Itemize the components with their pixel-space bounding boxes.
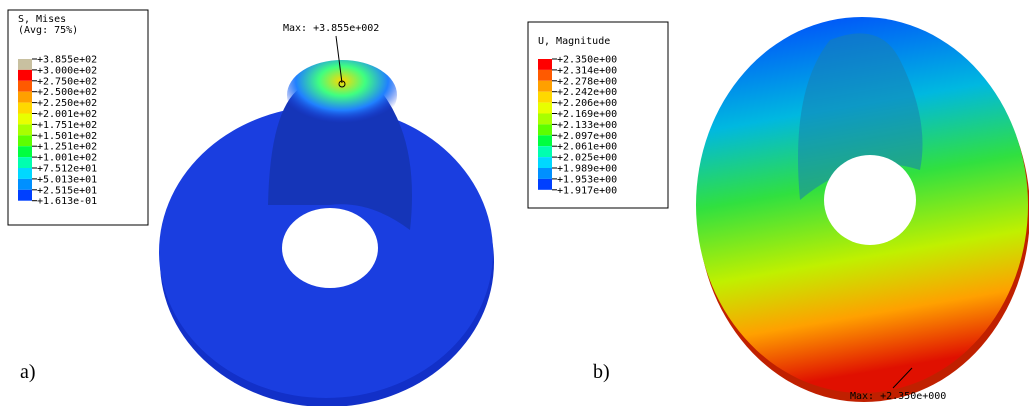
legend-swatch (538, 146, 552, 158)
legend-title: S, Mises (18, 14, 66, 25)
legend-label: +2.750e+02 (37, 76, 97, 87)
legend-swatch (18, 113, 32, 125)
legend-swatch (18, 178, 32, 190)
legend-label: +2.169e+00 (557, 109, 617, 120)
legend-swatch (18, 146, 32, 158)
legend-title: (Avg: 75%) (18, 25, 78, 36)
legend-label: +2.001e+02 (37, 109, 97, 120)
legend-label: +3.855e+02 (37, 55, 97, 66)
legend-swatch (18, 69, 32, 81)
legend-label: +2.242e+00 (557, 87, 617, 98)
legend-label: +2.206e+00 (557, 98, 617, 109)
legend-swatch (538, 157, 552, 168)
stress-model (159, 35, 494, 406)
panel-label: a) (20, 361, 36, 383)
legend-swatch (18, 102, 32, 114)
legend-swatch (538, 124, 552, 136)
legend-label: +2.278e+00 (557, 76, 617, 87)
legend-label: +2.025e+00 (557, 153, 617, 164)
legend-swatch (538, 59, 552, 70)
legend-label: +1.953e+00 (557, 174, 617, 185)
legend-label: +1.501e+02 (37, 131, 97, 142)
legend-swatch (538, 113, 552, 125)
legend-label: +2.133e+00 (557, 120, 617, 131)
legend-swatch (18, 189, 32, 201)
legend-swatch (538, 69, 552, 81)
legend-label: +7.512e+01 (37, 164, 97, 175)
legend-label: +1.613e-01 (37, 196, 97, 207)
legend-swatch (18, 135, 32, 147)
legend-label: +1.251e+02 (37, 142, 97, 153)
legend-swatch (18, 124, 32, 136)
legend-swatch (538, 80, 552, 92)
legend-swatch (18, 157, 32, 168)
displacement-model (696, 17, 1029, 402)
legend-swatch (538, 135, 552, 147)
legend-swatch (538, 178, 552, 190)
legend-label: +5.013e+01 (37, 174, 97, 185)
legend-label: +2.097e+00 (557, 131, 617, 142)
legend-swatch (18, 80, 32, 92)
legend-label: +2.515e+01 (37, 185, 97, 196)
legend-label: +2.350e+00 (557, 55, 617, 66)
legend-swatch (18, 91, 32, 103)
legend-label: +1.917e+00 (557, 185, 617, 196)
panel-label: b) (593, 361, 610, 383)
legend-swatch (18, 168, 32, 179)
legend-swatch (538, 102, 552, 114)
legend-label: +1.989e+00 (557, 164, 617, 175)
legend-swatch (18, 59, 32, 70)
legend-title: U, Magnitude (538, 36, 610, 47)
legend-label: +2.500e+02 (37, 87, 97, 98)
legend-swatch (538, 168, 552, 179)
legend-label: +2.314e+00 (557, 65, 617, 76)
legend-label: +3.000e+02 (37, 65, 97, 76)
legend-label: +1.001e+02 (37, 153, 97, 164)
legend-label: +2.250e+02 (37, 98, 97, 109)
max-annotation: Max: +2.350e+000 (850, 391, 946, 402)
legend-swatch (538, 91, 552, 103)
legend-label: +1.751e+02 (37, 120, 97, 131)
legend-label: +2.061e+00 (557, 142, 617, 153)
max-annotation: Max: +3.855e+002 (283, 23, 379, 34)
